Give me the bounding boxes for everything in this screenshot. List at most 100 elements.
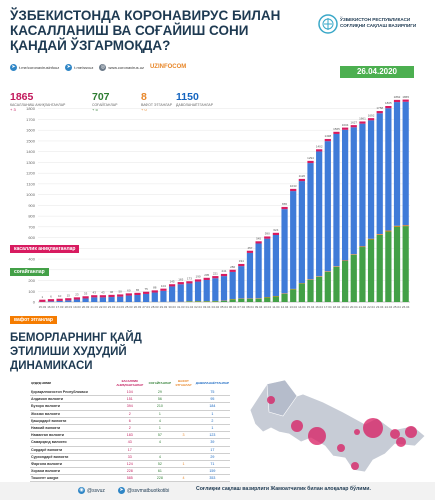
- bar-cases-cap: [108, 294, 115, 298]
- x-tick-label: 27.03: [142, 305, 150, 309]
- stat-label: ДАВОЛАНАЁТГАНЛАР: [176, 103, 214, 107]
- bar-cases-cap: [238, 263, 245, 267]
- x-tick-label: 09.04: [255, 305, 263, 309]
- value-cell: 61: [147, 467, 173, 476]
- stat-label: ВАФОТ ЭТГАНЛАР: [141, 103, 173, 107]
- social-link-website[interactable]: ◎ www.coronavirus.uz: [99, 63, 144, 71]
- x-tick-label: 28.03: [151, 305, 159, 309]
- bar-recovered: [281, 293, 288, 302]
- data-label: 1805: [385, 101, 392, 105]
- value-cell: 159: [194, 467, 230, 476]
- bar-recovered: [220, 300, 228, 302]
- stat-cases: 1865 КАСАЛЛАНИШ АНИҚЛАНГАНЛАР + 3: [10, 92, 65, 113]
- value-cell: 183: [112, 431, 148, 440]
- data-label: 6: [50, 294, 52, 298]
- stat-deaths: 8 ВАФОТ ЭТГАНЛАР + 0: [141, 92, 173, 113]
- data-label: 241: [221, 269, 226, 273]
- footer-social-2[interactable]: ➤ @ssvmatbuotkotibi: [118, 487, 169, 494]
- y-tick-label: 900: [28, 203, 35, 208]
- table-row: Андижон вилояти 151 56 95: [30, 395, 230, 404]
- value-cell: 29: [194, 453, 230, 461]
- bar-recovered: [264, 297, 271, 302]
- value-cell: 4: [172, 474, 195, 483]
- value-cell: [172, 410, 195, 418]
- bar-cases-cap: [168, 284, 176, 287]
- bar-active: [220, 276, 228, 301]
- bar-active: [99, 297, 106, 302]
- y-tick-label: 0: [33, 300, 36, 305]
- x-tick-label: 15.03: [39, 305, 47, 309]
- value-cell: 4: [147, 453, 173, 461]
- x-tick-label: 17.04: [324, 305, 332, 309]
- ministry-line-1: ЎЗБЕКИСТОН РЕСПУБЛИКАСИ: [340, 17, 411, 22]
- value-cell: 17: [112, 446, 148, 454]
- bar-active: [73, 299, 81, 302]
- bar-active: [177, 284, 184, 302]
- x-tick-label: 18.04: [333, 305, 341, 309]
- x-tick-label: 04.04: [212, 305, 220, 309]
- bar-cases-cap: [220, 273, 228, 277]
- data-label: 15: [67, 293, 71, 297]
- data-label: 46: [110, 290, 114, 294]
- bar-deaths: [350, 254, 357, 255]
- y-tick-label: 1800: [26, 106, 36, 111]
- bar-active: [151, 292, 158, 302]
- stat-delta: + 3: [10, 107, 16, 112]
- value-cell: [172, 389, 195, 397]
- stat-active: 1150 ДАВОЛАНАЁТГАНЛАР: [176, 92, 214, 108]
- footer-social-1[interactable]: ◉ @ssvuz: [78, 487, 105, 494]
- region-name-cell: Қорақалпоғистон Республикаси: [30, 389, 112, 397]
- regional-title: Беморларнинг қайд этилиши худудий динами…: [10, 332, 142, 372]
- bar-recovered: [212, 301, 219, 302]
- bar-active: [402, 101, 409, 226]
- y-tick-label: 400: [28, 257, 35, 262]
- bar-active: [65, 300, 72, 302]
- bar-cases-cap: [56, 298, 63, 301]
- bar-recovered: [194, 301, 202, 302]
- map-marker: [351, 462, 359, 470]
- bar-cases-cap: [134, 292, 141, 296]
- bar-cases-cap: [281, 206, 288, 210]
- footer: ◉ @ssvuz ➤ @ssvmatbuotkotibi Соғлиқни сақл…: [0, 482, 435, 500]
- bar-active: [333, 133, 340, 267]
- telegram-icon: ➤: [118, 487, 125, 494]
- data-label: 1627: [350, 120, 357, 124]
- bar-cases-cap: [229, 269, 236, 272]
- col-cases: КАСАЛЛИК АНИҚЛАНГАНЛАР: [116, 379, 144, 387]
- data-label: 1758: [376, 106, 383, 110]
- date-badge: 26.04.2020: [340, 66, 414, 78]
- data-label: 1692: [368, 113, 375, 117]
- bar-active: [246, 252, 254, 299]
- bar-cases-cap: [342, 127, 349, 130]
- x-tick-label: 01.04: [186, 305, 194, 309]
- bar-recovered: [324, 271, 331, 302]
- data-label: 1: [41, 295, 43, 299]
- data-label: 1402: [316, 144, 323, 148]
- table-header-row: ҲУДУД НОМИ КАСАЛЛИК АНИҚЛАНГАНЛАР СОҒАЙГ…: [30, 377, 230, 389]
- stat-delta: + 0: [141, 107, 147, 112]
- bar-cases-cap: [290, 188, 297, 192]
- value-cell: 56: [147, 395, 173, 404]
- data-label: 1498: [324, 134, 331, 138]
- bar-recovered: [255, 298, 262, 302]
- x-tick-label: 17.03: [56, 305, 64, 309]
- value-cell: 228: [147, 474, 173, 483]
- x-tick-label: 20.03: [82, 305, 90, 309]
- bar-deaths: [316, 276, 323, 277]
- data-label: 221: [213, 271, 218, 275]
- telegram-icon: ➤: [10, 63, 17, 71]
- bar-recovered: [238, 298, 245, 302]
- data-label: 65: [136, 288, 140, 292]
- social-link-telegram-ssv[interactable]: ➤ t.me/ssvuz: [65, 63, 93, 71]
- bar-active: [160, 290, 167, 302]
- bar-cases-cap: [385, 106, 392, 109]
- social-link-telegram-info[interactable]: ➤ t.me/coronavirusinfouz: [10, 63, 59, 71]
- x-tick-label: 29.03: [160, 305, 168, 309]
- x-tick-label: 24.04: [385, 305, 393, 309]
- bar-cases-cap: [393, 99, 401, 103]
- y-tick-label: 1000: [26, 192, 36, 197]
- bar-deaths: [385, 230, 392, 232]
- stat-recovered: 707 СОҒАЙГАНЛАР + 5: [92, 92, 117, 113]
- bar-cases-cap: [160, 288, 167, 291]
- value-cell: 3: [172, 431, 195, 440]
